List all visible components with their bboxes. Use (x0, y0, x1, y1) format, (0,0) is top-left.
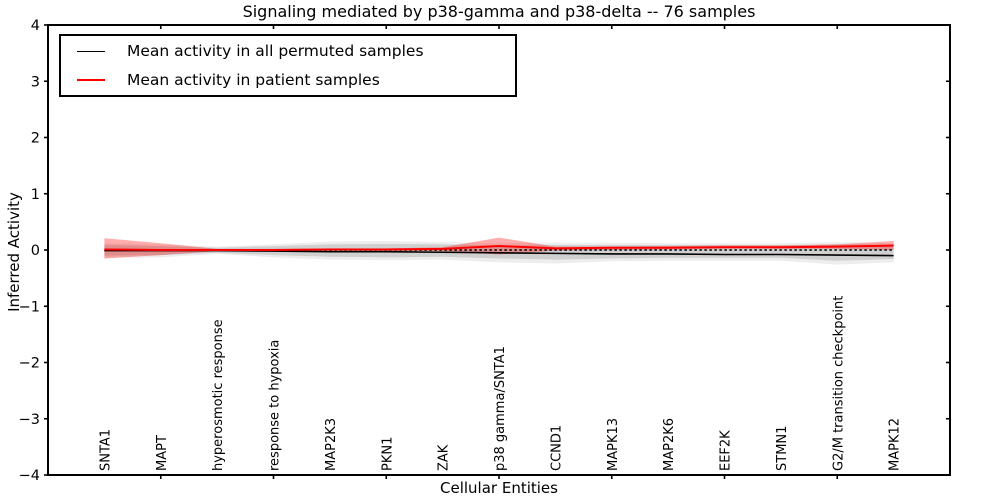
x-category-label: MAPK13 (606, 418, 621, 471)
y-tick-label: −1 (19, 299, 40, 315)
y-tick-label: 0 (31, 243, 40, 259)
y-tick-label: 4 (31, 18, 40, 34)
x-axis-label: Cellular Entities (440, 479, 558, 497)
x-category-label: hyperosmotic response (211, 319, 226, 471)
x-category-label: SNTA1 (98, 429, 113, 471)
x-category-label: MAPK12 (888, 418, 903, 471)
legend-entry-permuted: Mean activity in all permuted samples (61, 37, 515, 65)
legend-label-patient: Mean activity in patient samples (127, 71, 380, 89)
x-category-label: p38 gamma/SNTA1 (493, 346, 508, 471)
y-tick-label: −3 (19, 412, 40, 428)
y-tick-label: −4 (19, 468, 40, 484)
patient-range-band (104, 237, 894, 259)
legend-label-permuted: Mean activity in all permuted samples (127, 42, 424, 60)
x-category-label: MAP2K3 (324, 418, 339, 471)
legend-entry-patient: Mean activity in patient samples (61, 66, 515, 94)
x-category-label: ZAK (437, 444, 452, 471)
y-tick-label: 2 (31, 131, 40, 147)
x-category-label: CCND1 (549, 425, 564, 471)
x-category-label: response to hypoxia (268, 340, 283, 471)
permuted-line-swatch (77, 50, 105, 52)
patient-mean-line (104, 244, 894, 251)
legend: Mean activity in all permuted samples Me… (59, 34, 517, 97)
x-category-label: G2/M transition checkpoint (831, 296, 846, 471)
x-category-label: PKN1 (380, 437, 395, 471)
y-tick-label: −2 (19, 356, 40, 372)
x-category-label: EEF2K (719, 430, 734, 471)
x-category-label: MAP2K6 (662, 418, 677, 471)
y-tick-label: 3 (31, 74, 40, 90)
x-category-label: MAPT (155, 435, 170, 471)
y-tick-label: 1 (31, 187, 40, 203)
x-category-label: STMN1 (775, 426, 790, 471)
chart-title: Signaling mediated by p38-gamma and p38-… (242, 2, 756, 21)
patient-line-swatch (77, 79, 105, 81)
